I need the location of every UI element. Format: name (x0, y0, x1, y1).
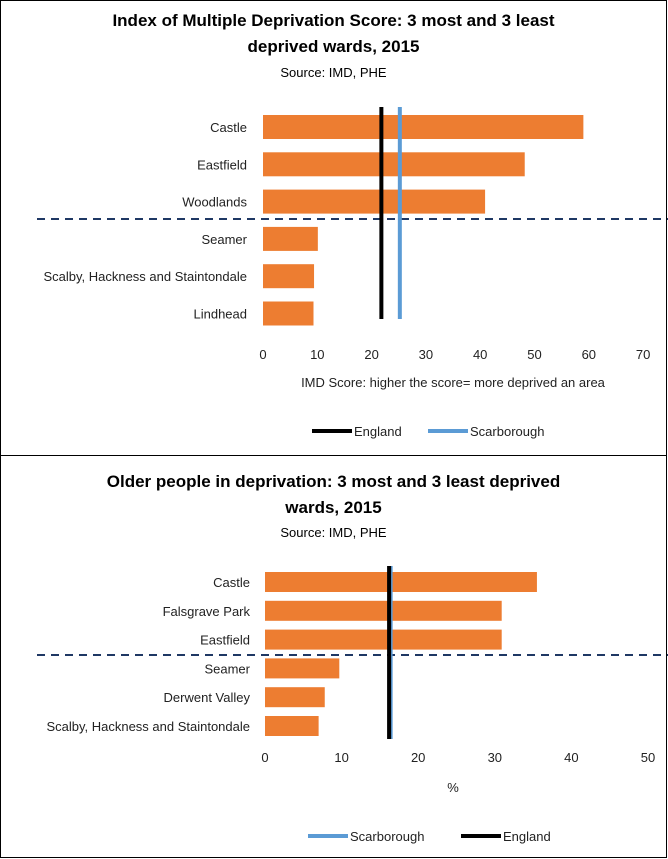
category-label: Lindhead (194, 307, 248, 322)
chart-title-line2: deprived wards, 2015 (247, 37, 420, 56)
legend-label-scarborough: Scarborough (350, 829, 424, 844)
category-label: Castle (210, 120, 247, 135)
x-tick-label: 0 (261, 750, 268, 765)
bar-scalby-hackness-and-staintondale (265, 716, 319, 736)
bar-falsgrave-park (265, 600, 502, 621)
bar-eastfield (263, 152, 525, 177)
category-label: Eastfield (200, 633, 250, 648)
x-tick-label: 70 (636, 347, 650, 362)
bar-seamer (265, 658, 340, 679)
category-label: Scalby, Hackness and Staintondale (43, 269, 247, 284)
x-tick-label: 40 (473, 347, 487, 362)
x-tick-label: 50 (641, 750, 655, 765)
category-label: Seamer (204, 661, 250, 676)
x-tick-label: 40 (564, 750, 578, 765)
bar-scalby-hackness-and-staintondale (263, 264, 315, 289)
category-label: Seamer (201, 232, 247, 247)
chart-panel-imd: Index of Multiple Deprivation Score: 3 m… (0, 0, 668, 456)
x-tick-label: 60 (582, 347, 596, 362)
x-tick-label: 50 (527, 347, 541, 362)
bar-derwent-valley (265, 687, 325, 708)
legend-label-england: England (503, 829, 551, 844)
x-tick-label: 30 (488, 750, 502, 765)
bar-eastfield (265, 629, 502, 650)
legend-label-scarborough: Scarborough (470, 424, 544, 439)
bar-castle (263, 115, 584, 139)
x-tick-label: 0 (259, 347, 266, 362)
x-tick-label: 30 (419, 347, 433, 362)
chart-subtitle: Source: IMD, PHE (280, 525, 387, 540)
chart-title-line2: wards, 2015 (285, 498, 382, 517)
category-label: Castle (213, 575, 250, 590)
x-axis-label: % (447, 780, 459, 795)
category-label: Falsgrave Park (163, 604, 251, 619)
category-label: Derwent Valley (164, 690, 251, 705)
bar-castle (265, 572, 537, 592)
category-label: Scalby, Hackness and Staintondale (46, 719, 250, 734)
legend-label-england: England (354, 424, 402, 439)
x-tick-label: 10 (334, 750, 348, 765)
bar-woodlands (263, 189, 486, 214)
x-axis-label: IMD Score: higher the score= more depriv… (301, 375, 606, 390)
bar-seamer (263, 226, 318, 251)
imd-chart-plot: Castle Eastfield Woodlands Seamer Scalby, Ha… (37, 107, 668, 439)
category-label: Eastfield (197, 157, 247, 172)
chart-subtitle: Source: IMD, PHE (280, 65, 387, 80)
chart-title-line1: Older people in deprivation: 3 most and … (106, 472, 561, 491)
x-tick-label: 20 (364, 347, 378, 362)
chart-title-line1: Index of Multiple Deprivation Score: 3 m… (112, 11, 555, 30)
x-tick-label: 20 (411, 750, 425, 765)
bar-lindhead (263, 301, 314, 326)
category-label: Woodlands (182, 195, 247, 210)
chart-panel-older-people: Older people in deprivation: 3 most and … (0, 455, 668, 858)
older-people-chart-plot: Castle Falsgrave Park Eastfield Seamer Derwe… (37, 566, 668, 844)
x-tick-label: 10 (310, 347, 324, 362)
